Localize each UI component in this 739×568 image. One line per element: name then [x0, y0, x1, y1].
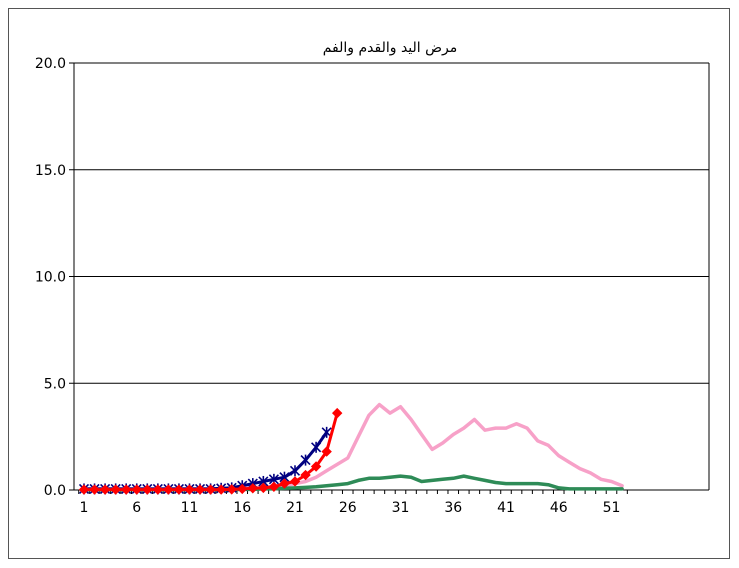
- axes: [69, 62, 709, 494]
- x-tick-label: 6: [132, 500, 141, 516]
- x-tick-label: 31: [392, 500, 410, 516]
- data-point-diamond: [110, 484, 121, 495]
- series-lines: [78, 402, 624, 495]
- data-point-diamond: [237, 483, 248, 495]
- series-line-1: [82, 402, 624, 491]
- data-point-diamond: [78, 484, 90, 495]
- data-point-diamond: [163, 484, 174, 495]
- data-point-diamond: [247, 483, 259, 494]
- x-tick-label: 21: [286, 500, 304, 516]
- data-point-star: [311, 441, 322, 453]
- data-point-diamond: [289, 476, 301, 487]
- y-tick-label: 20.0: [35, 56, 66, 72]
- x-tick-label: 26: [339, 500, 357, 516]
- x-tick-label: 51: [603, 500, 621, 516]
- data-point-diamond: [258, 482, 269, 494]
- y-tick-label: 10.0: [35, 270, 66, 286]
- data-point-diamond: [300, 469, 311, 481]
- data-point-diamond: [89, 484, 100, 495]
- x-tick-label: 36: [444, 500, 462, 516]
- data-point-diamond: [205, 484, 216, 495]
- chart-frame: [8, 8, 730, 559]
- series-line-4: [82, 411, 339, 492]
- x-tick-label: 46: [550, 500, 568, 516]
- data-point-diamond: [173, 484, 185, 495]
- data-point-star: [289, 465, 301, 477]
- x-tick-label: 16: [233, 500, 251, 516]
- tick-labels: 0.05.010.015.020.01 6 11 16 21 26 31 36 41 46 51: [35, 56, 621, 516]
- data-point-diamond: [226, 484, 237, 495]
- data-point-diamond: [152, 484, 164, 495]
- x-tick-label: 41: [497, 500, 515, 516]
- y-tick-label: 5.0: [44, 376, 66, 392]
- data-point-diamond: [279, 478, 290, 489]
- grid-lines: [74, 62, 710, 490]
- data-point-diamond: [194, 484, 206, 495]
- y-tick-label: 0.0: [44, 483, 66, 499]
- data-point-diamond: [310, 461, 322, 472]
- chart-title: مرض اليد والقدم والفم: [323, 40, 458, 56]
- data-point-diamond: [99, 484, 111, 495]
- y-tick-label: 15.0: [35, 163, 66, 179]
- data-point-diamond: [142, 484, 153, 495]
- x-tick-label: 1: [80, 500, 89, 516]
- data-point-diamond: [321, 446, 332, 457]
- data-point-star: [300, 454, 311, 466]
- data-point-diamond: [215, 484, 227, 495]
- data-point-diamond: [268, 481, 280, 493]
- series-line-3: [82, 430, 329, 491]
- data-point-diamond: [120, 484, 132, 495]
- data-point-diamond: [331, 407, 343, 419]
- x-tick-label: 11: [181, 500, 199, 516]
- data-point-diamond: [131, 484, 142, 495]
- data-point-diamond: [184, 484, 195, 495]
